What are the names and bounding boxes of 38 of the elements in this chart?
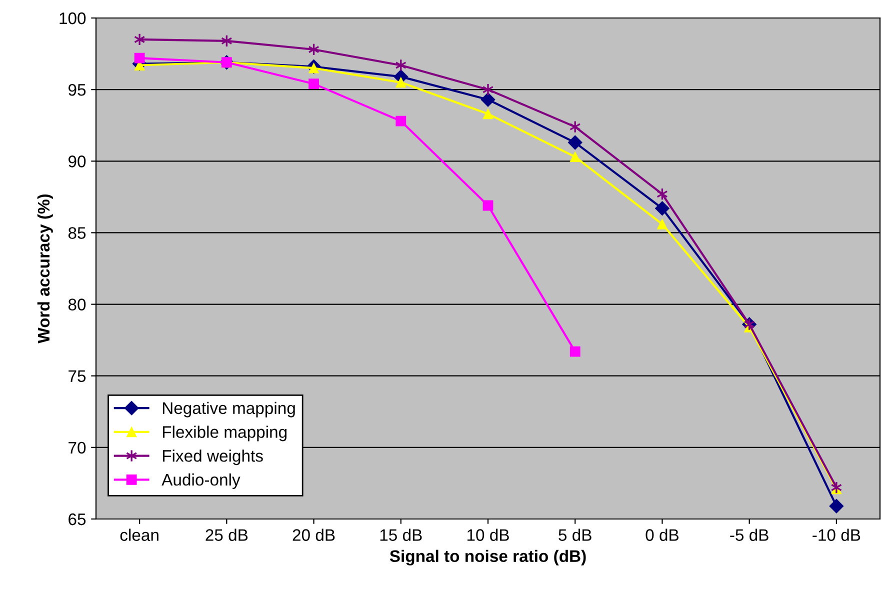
point (482, 200, 494, 211)
point (482, 83, 494, 96)
y-tick-label: 65 (68, 513, 86, 526)
x-tick-label: 0 dB (646, 528, 678, 541)
y-tick-label: 70 (68, 442, 86, 454)
point (829, 498, 844, 514)
x-tick-label: 20 dB (292, 528, 335, 541)
y-tick-label: 100 (60, 12, 86, 24)
legend-label: Flexible mapping (162, 426, 287, 442)
legend-label: Fixed weights (162, 450, 263, 466)
point (568, 135, 582, 150)
y-axis-title: Word accuracy (%) (37, 194, 53, 344)
y-tick-label: 95 (68, 84, 86, 96)
point (396, 77, 406, 88)
y-tick-label: 75 (68, 370, 86, 382)
legend-label: Negative mapping (162, 402, 295, 418)
point (308, 78, 319, 90)
point (396, 116, 406, 126)
y-tick-label: 85 (68, 227, 86, 239)
legend-label: Audio-only (162, 473, 240, 489)
point (655, 201, 670, 216)
y-tick-label: 90 (68, 156, 86, 168)
point (134, 52, 145, 64)
x-tick-label: clean (120, 528, 158, 541)
y-tick-label: 80 (68, 298, 86, 310)
x-tick-label: 10 dB (467, 528, 509, 541)
point (134, 33, 146, 46)
x-tick-label: -10 dB (812, 528, 860, 541)
x-axis-title: Signal to noise ratio (dB) (390, 550, 586, 566)
point (570, 152, 580, 162)
x-tick-label: 25 dB (206, 528, 248, 541)
point (570, 346, 580, 357)
x-tick-label: 5 dB (558, 528, 592, 541)
point (657, 218, 668, 230)
point (482, 108, 494, 120)
x-tick-label: 15 dB (380, 528, 422, 541)
point (480, 92, 496, 107)
x-tick-label: -5 dB (730, 528, 768, 541)
